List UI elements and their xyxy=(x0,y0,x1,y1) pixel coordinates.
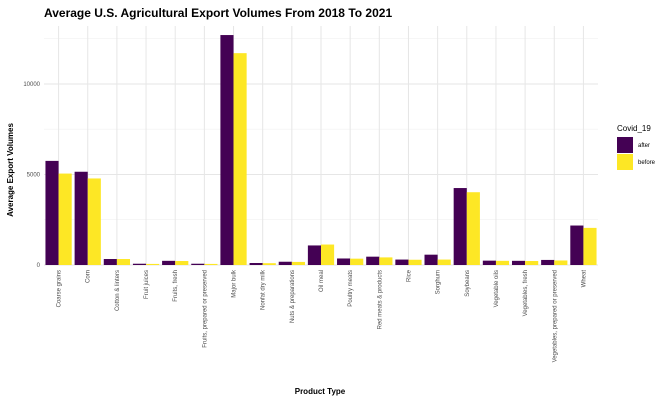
x-tick-label: Fruits, fresh xyxy=(173,270,179,302)
x-tick-label: Wheat xyxy=(581,270,587,288)
bar-before-6 xyxy=(233,53,247,266)
bar-after-13 xyxy=(424,254,438,265)
bar-after-9 xyxy=(307,245,321,265)
x-tick-label: Red meats & products xyxy=(377,270,383,329)
x-tick-label: Rice xyxy=(406,269,412,282)
bar-before-3 xyxy=(146,263,160,265)
legend-swatch-before xyxy=(617,154,633,170)
y-tick-label: 0 xyxy=(37,263,41,269)
x-tick-label: Coarse grains xyxy=(57,270,63,307)
bar-before-4 xyxy=(175,261,189,265)
legend-title: Covid_19 xyxy=(617,124,651,133)
bar-after-1 xyxy=(74,171,88,265)
x-tick-label: Vegetables, fresh xyxy=(523,270,529,316)
bar-after-3 xyxy=(132,263,147,265)
bar-before-7 xyxy=(262,263,276,265)
bar-before-0 xyxy=(58,173,72,265)
bar-after-7 xyxy=(249,263,263,265)
bar-after-5 xyxy=(191,263,205,265)
bar-after-12 xyxy=(395,259,409,265)
x-axis-tick-labels: Coarse grains Corn Cotton & linters Fruit j… xyxy=(57,269,588,362)
legend-label-before: before xyxy=(638,160,656,166)
legend-label-after: after xyxy=(638,143,650,149)
y-tick-label: 5000 xyxy=(27,172,41,178)
x-axis-title: Product Type xyxy=(295,387,346,396)
bar-before-17 xyxy=(554,260,568,265)
x-tick-label: Corn xyxy=(86,270,92,283)
bar-before-9 xyxy=(321,244,335,265)
x-tick-label: Fruit juices xyxy=(144,270,150,299)
bar-after-0 xyxy=(45,160,59,265)
bar-after-4 xyxy=(162,260,176,265)
x-tick-label: Poultry meats xyxy=(348,270,354,307)
major-gridlines xyxy=(44,26,598,266)
bar-after-10 xyxy=(337,258,351,265)
y-axis-tick-labels: 0 5000 10000 xyxy=(23,82,40,269)
x-tick-label: Vegetable oils xyxy=(494,270,500,307)
x-tick-label: Vegetables, prepared or preserved xyxy=(552,270,558,362)
bar-after-16 xyxy=(511,260,526,265)
x-tick-label: Nonfat dry milk xyxy=(261,269,267,310)
bar-before-10 xyxy=(350,258,364,265)
bar-after-2 xyxy=(103,259,117,265)
chart-title: Average U.S. Agricultural Export Volumes… xyxy=(44,6,392,20)
bar-after-14 xyxy=(453,188,467,265)
bar-after-18 xyxy=(570,225,584,265)
x-tick-label: Fruits, prepared or preserved xyxy=(202,270,208,348)
bar-before-15 xyxy=(495,260,510,265)
x-tick-label: Oil meal xyxy=(319,270,325,292)
bar-after-17 xyxy=(541,259,555,265)
bar-before-14 xyxy=(466,192,480,265)
y-tick-label: 10000 xyxy=(23,82,40,88)
legend-swatch-after xyxy=(617,137,633,153)
x-tick-label: Major bulk xyxy=(232,269,238,298)
bar-before-13 xyxy=(437,259,451,265)
x-tick-label: Nuts & preparations xyxy=(290,270,296,323)
bar-before-5 xyxy=(204,263,218,265)
bar-after-15 xyxy=(482,260,496,265)
bar-before-18 xyxy=(583,227,597,265)
bar-before-8 xyxy=(291,261,305,265)
bars xyxy=(45,35,597,266)
bar-after-11 xyxy=(366,256,380,265)
bar-before-2 xyxy=(116,259,131,265)
y-axis-title: Average Export Volumes xyxy=(6,123,15,217)
bar-after-8 xyxy=(278,261,292,265)
legend: Covid_19 after before xyxy=(617,124,656,170)
bar-before-11 xyxy=(379,257,393,265)
bar-before-16 xyxy=(525,261,539,265)
bar-after-6 xyxy=(220,35,234,265)
x-tick-label: Sorghum xyxy=(436,270,442,294)
bar-before-12 xyxy=(408,259,422,265)
x-tick-label: Soybeans xyxy=(465,270,471,297)
x-tick-label: Cotton & linters xyxy=(115,270,121,311)
bar-before-1 xyxy=(87,178,101,265)
